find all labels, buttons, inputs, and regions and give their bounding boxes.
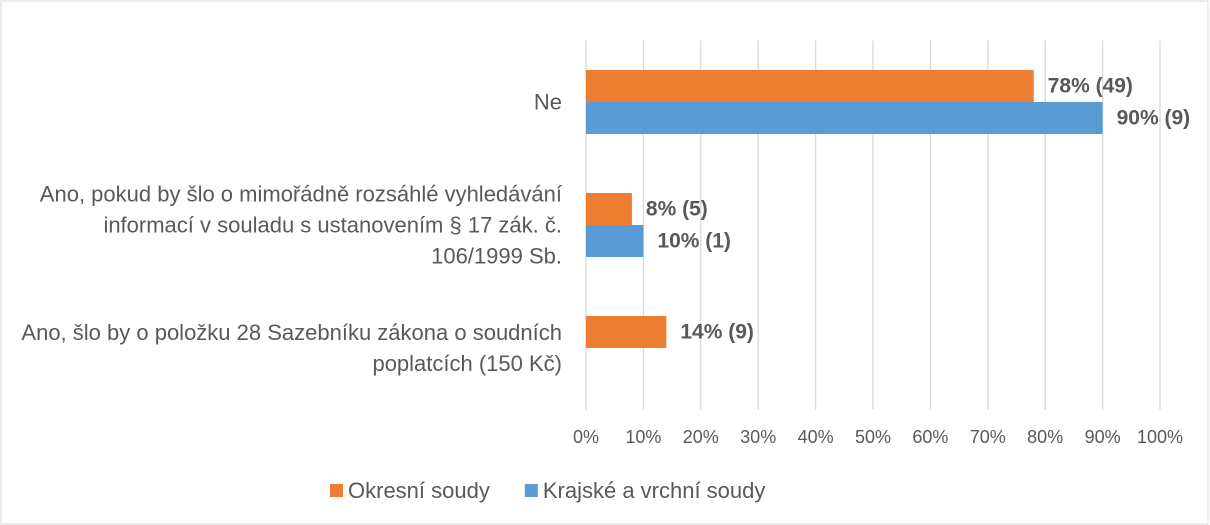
x-tick-label: 20%: [683, 427, 719, 447]
data-label: 90% (9): [1117, 107, 1191, 130]
category-label: Ano, šlo by o položku 28 Sazebníku zákon…: [21, 320, 562, 376]
data-label: 8% (5): [646, 198, 708, 221]
x-tick-label: 90%: [1085, 427, 1121, 447]
category-label: Ano, pokud by šlo o mimořádně rozsáhlé v…: [39, 181, 562, 269]
bar: [586, 316, 667, 348]
legend-swatch: [330, 484, 343, 497]
bar: [586, 225, 644, 257]
x-tick-label: 40%: [798, 427, 834, 447]
x-tick-label: 30%: [740, 427, 776, 447]
legend-label: Krajské a vrchní soudy: [543, 478, 766, 503]
x-tick-label: 100%: [1137, 427, 1183, 447]
category-label: Ne: [533, 89, 562, 115]
bar: [586, 70, 1034, 102]
x-tick-label: 10%: [625, 427, 661, 447]
data-label: 14% (9): [680, 321, 754, 344]
x-tick-label: 80%: [1027, 427, 1063, 447]
x-tick-label: 50%: [855, 427, 891, 447]
x-tick-label: 70%: [970, 427, 1006, 447]
data-label: 10% (1): [657, 230, 731, 253]
legend-label: Okresní soudy: [348, 478, 490, 503]
data-label: 78% (49): [1048, 75, 1133, 98]
bar: [586, 193, 632, 225]
x-tick-label: 0%: [573, 427, 599, 447]
x-tick-label: 60%: [912, 427, 948, 447]
bar: [586, 102, 1103, 134]
legend-swatch: [524, 484, 538, 497]
